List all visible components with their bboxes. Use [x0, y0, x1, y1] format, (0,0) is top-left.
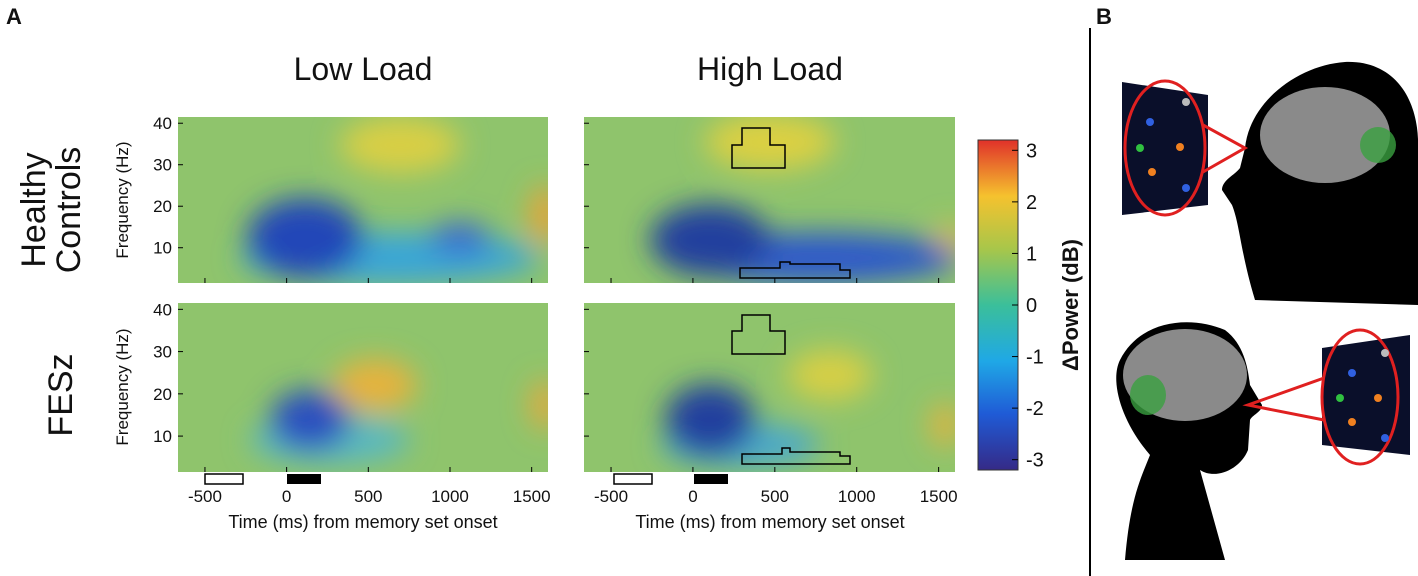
- y-axis-label: Frequency (Hz): [113, 328, 132, 445]
- colorbar-tick-label: -3: [1026, 450, 1044, 472]
- x-tick-label: -500: [594, 487, 628, 506]
- colorbar-tick-label: 3: [1026, 140, 1037, 162]
- y-tick-label: 30: [153, 156, 172, 175]
- panel-label: B: [1096, 4, 1112, 29]
- stimulus-window: [287, 474, 321, 484]
- heatmap: [584, 117, 955, 283]
- y-axis-label: Frequency (Hz): [113, 141, 132, 258]
- colorbar-label: ΔPower (dB): [1058, 239, 1083, 371]
- y-tick-label: 10: [153, 239, 172, 258]
- x-axis-label: Time (ms) from memory set onset: [228, 512, 497, 532]
- column-title: Low Load: [294, 51, 433, 87]
- x-tick-label: -500: [188, 487, 222, 506]
- baseline-window: [613, 473, 653, 485]
- stimulus-window: [694, 474, 728, 484]
- colorbar-tick-label: 0: [1026, 295, 1037, 317]
- y-tick-label: 20: [153, 385, 172, 404]
- heatmap: [178, 303, 548, 472]
- x-tick-label: 500: [354, 487, 382, 506]
- row-title: Healthy: [15, 152, 53, 267]
- x-axis-label: Time (ms) from memory set onset: [635, 512, 904, 532]
- baseline-window: [204, 473, 244, 485]
- colorbar-tick-label: -2: [1026, 398, 1044, 420]
- x-tick-label: 500: [761, 487, 789, 506]
- row-title: FESz: [42, 353, 80, 436]
- x-tick-label: 1500: [920, 487, 958, 506]
- panel-label: A: [6, 4, 22, 29]
- y-tick-label: 10: [153, 427, 172, 446]
- column-title: High Load: [697, 51, 843, 87]
- y-tick-label: 40: [153, 300, 172, 319]
- x-tick-label: 1500: [513, 487, 551, 506]
- y-tick-label: 40: [153, 114, 172, 133]
- row-title: Controls: [50, 147, 88, 274]
- colorbar-tick-label: 1: [1026, 243, 1037, 265]
- y-tick-label: 30: [153, 343, 172, 362]
- x-tick-label: 0: [688, 487, 697, 506]
- x-tick-label: 1000: [431, 487, 469, 506]
- colorbar-tick-label: -1: [1026, 347, 1044, 369]
- x-tick-label: 0: [282, 487, 291, 506]
- x-tick-label: 1000: [838, 487, 876, 506]
- colorbar: [977, 139, 1019, 471]
- heatmap: [178, 117, 548, 283]
- y-tick-label: 20: [153, 197, 172, 216]
- illustration: [1116, 61, 1418, 560]
- colorbar-tick-label: 2: [1026, 192, 1037, 214]
- heatmap: [584, 303, 955, 472]
